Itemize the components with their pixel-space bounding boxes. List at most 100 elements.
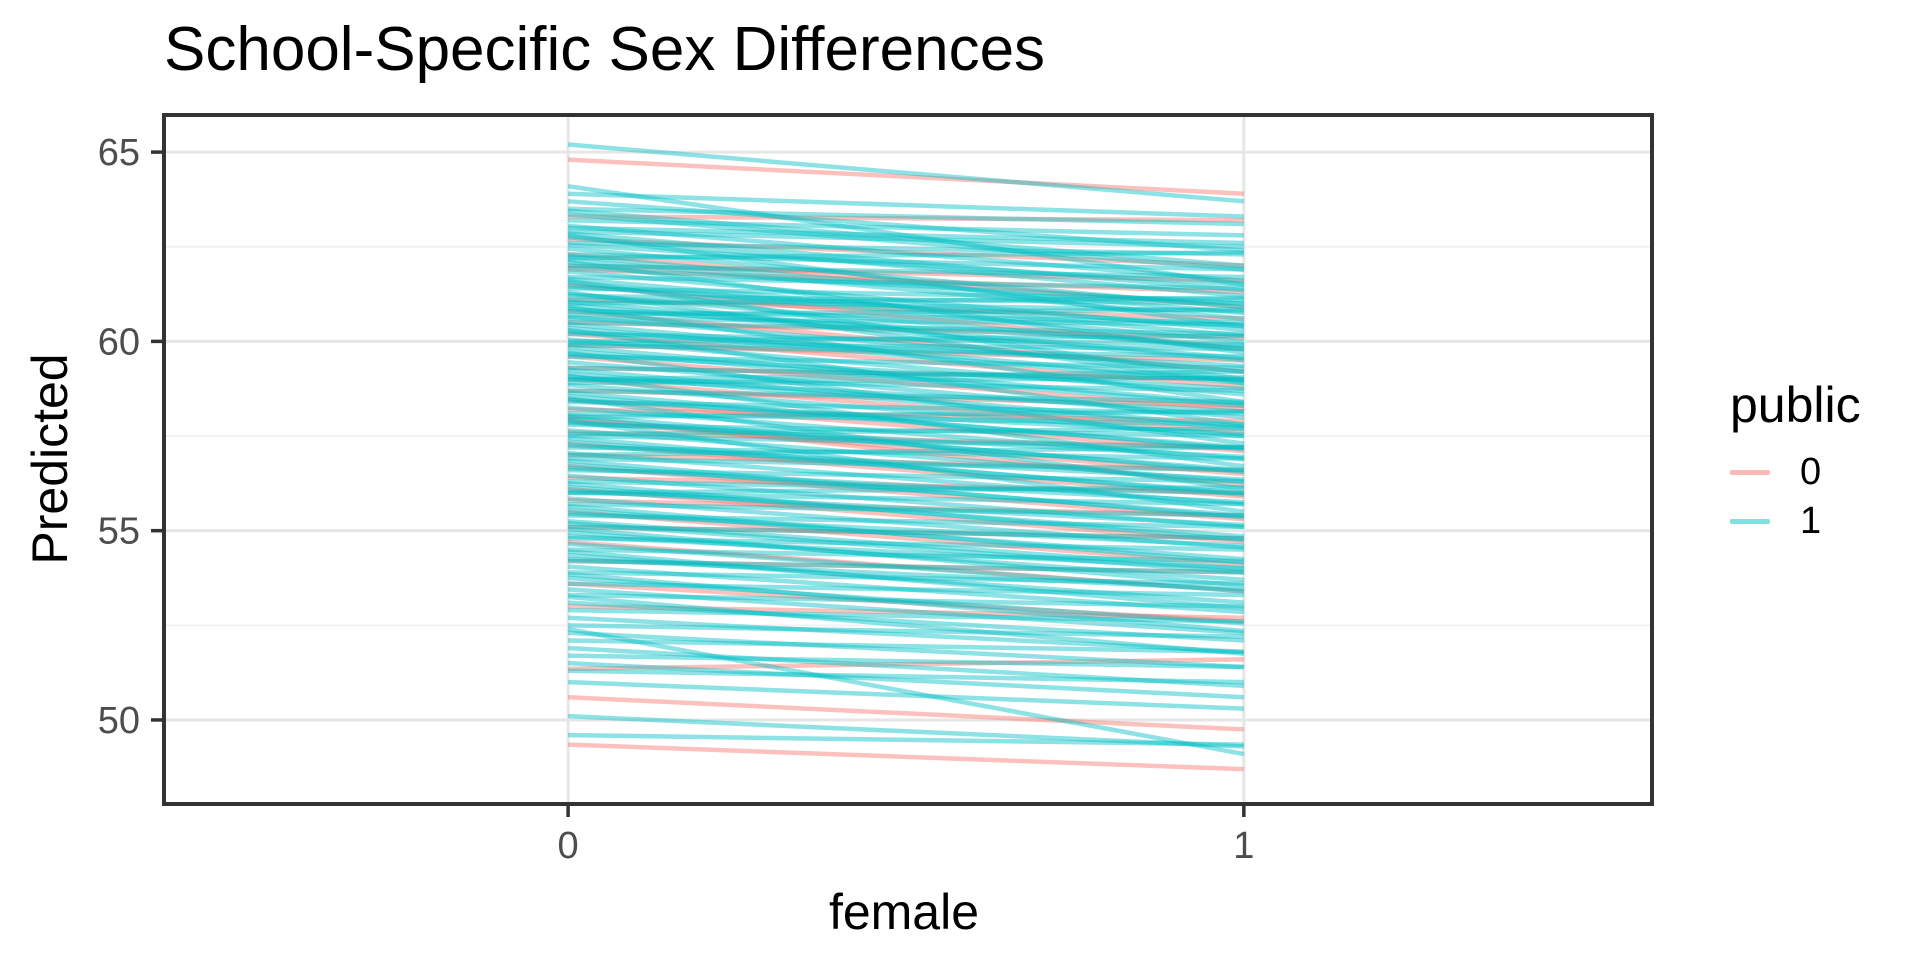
series-line-public-1	[568, 217, 1244, 238]
series-line-public-1	[567, 269, 1245, 333]
series-line-public-1	[567, 276, 1245, 338]
series-line-public-1	[567, 587, 1244, 636]
series-line-public-1	[567, 199, 1245, 253]
series-line-public-1	[567, 541, 1245, 594]
series-line-public-1	[568, 308, 1244, 325]
series-line-public-1	[567, 350, 1245, 446]
series-line-public-1	[567, 299, 1245, 361]
series-line-public-0	[567, 414, 1245, 488]
series-line-public-1	[567, 507, 1245, 562]
series-line-public-1	[568, 331, 1244, 348]
legend-title: public	[1730, 377, 1861, 433]
series-line-public-1	[567, 233, 1245, 329]
series-line-public-0	[568, 429, 1244, 450]
series-line-public-1	[567, 223, 1245, 284]
series-line-public-1	[567, 303, 1245, 363]
series-line-public-1	[567, 465, 1244, 505]
series-line-public-1	[567, 373, 1245, 469]
series-line-public-1	[567, 575, 1244, 626]
series-line-public-1	[568, 456, 1244, 473]
series-line-public-0	[568, 452, 1244, 473]
series-line-public-1	[568, 333, 1244, 344]
legend-item-label: 0	[1800, 451, 1822, 493]
series-line-public-1	[568, 286, 1244, 302]
series-line-public-1	[568, 369, 1244, 382]
series-line-public-1	[567, 526, 1245, 588]
series-line-public-1	[567, 327, 1245, 427]
series-line-public-0	[567, 282, 1245, 352]
series-line-public-1	[567, 235, 1245, 299]
y-tick-label: 55	[98, 511, 140, 553]
series-line-public-1	[567, 428, 1245, 484]
series-line-public-0	[568, 342, 1244, 363]
series-line-public-1	[568, 225, 1244, 246]
series-line-public-1	[567, 645, 1244, 689]
y-tick-label: 60	[98, 321, 140, 363]
series-line-public-1	[567, 305, 1245, 405]
series-line-public-0	[568, 524, 1244, 541]
series-line-public-1	[567, 306, 1244, 348]
series-line-public-1	[567, 257, 1245, 321]
series-line-public-1	[567, 520, 1245, 575]
series-line-public-1	[568, 501, 1244, 518]
series-line-public-1	[568, 293, 1244, 306]
y-axis-title: Predicted	[22, 353, 78, 565]
series-line-public-1	[567, 322, 1245, 384]
series-line-public-0	[567, 694, 1244, 732]
legend-key-line	[1730, 519, 1770, 524]
series-line-public-1	[567, 284, 1244, 329]
series-line-public-1	[567, 511, 1244, 549]
series-line-public-1	[568, 732, 1244, 747]
series-line-public-1	[567, 314, 1245, 374]
series-line-public-0	[568, 498, 1244, 518]
series-line-public-0	[568, 388, 1244, 408]
series-line-public-1	[568, 365, 1244, 382]
series-line-public-1	[567, 390, 1245, 452]
series-line-public-1	[568, 513, 1244, 530]
series-line-public-1	[568, 570, 1244, 586]
series-line-public-1	[568, 467, 1244, 484]
series-line-public-1	[567, 462, 1245, 518]
series-line-public-1	[568, 422, 1244, 439]
series-line-public-1	[567, 291, 1245, 352]
series-line-public-1	[567, 553, 1245, 605]
series-line-public-0	[567, 509, 1245, 567]
series-line-public-1	[567, 280, 1245, 344]
series-line-public-1	[567, 412, 1245, 475]
series-line-public-1	[567, 418, 1245, 514]
series-line-public-0	[568, 407, 1244, 424]
series-line-public-1	[568, 252, 1244, 272]
legend-item-0: 0	[1730, 448, 1861, 497]
series-line-public-1	[567, 394, 1245, 450]
series-line-public-1	[568, 263, 1244, 280]
series-line-public-0	[567, 486, 1245, 545]
series-line-public-0	[568, 297, 1244, 321]
series-line-public-0	[568, 742, 1244, 772]
series-line-public-1	[567, 713, 1244, 749]
series-line-public-0	[568, 214, 1244, 223]
series-line-public-1	[568, 433, 1244, 450]
series-line-public-1	[567, 626, 1245, 757]
series-line-public-1	[567, 352, 1244, 391]
series-line-public-1	[567, 246, 1245, 310]
series-line-public-1	[568, 653, 1244, 670]
series-line-public-1	[568, 354, 1244, 371]
series-line-public-1	[568, 581, 1244, 598]
panel-border	[162, 113, 1654, 806]
series-line-public-1	[567, 344, 1245, 407]
series-line-public-1	[567, 435, 1245, 497]
series-line-public-1	[567, 405, 1245, 461]
series-line-public-1	[568, 592, 1244, 609]
series-line-public-1	[568, 206, 1244, 227]
series-line-public-1	[568, 250, 1244, 261]
series-line-public-1	[567, 348, 1245, 408]
series-line-public-0	[567, 354, 1245, 412]
series-line-public-1	[568, 388, 1244, 405]
series-line-public-1	[567, 458, 1245, 520]
series-line-public-1	[567, 594, 1245, 656]
series-line-public-0	[567, 418, 1245, 477]
series-line-public-1	[568, 295, 1244, 306]
series-line-public-1	[567, 600, 1244, 643]
